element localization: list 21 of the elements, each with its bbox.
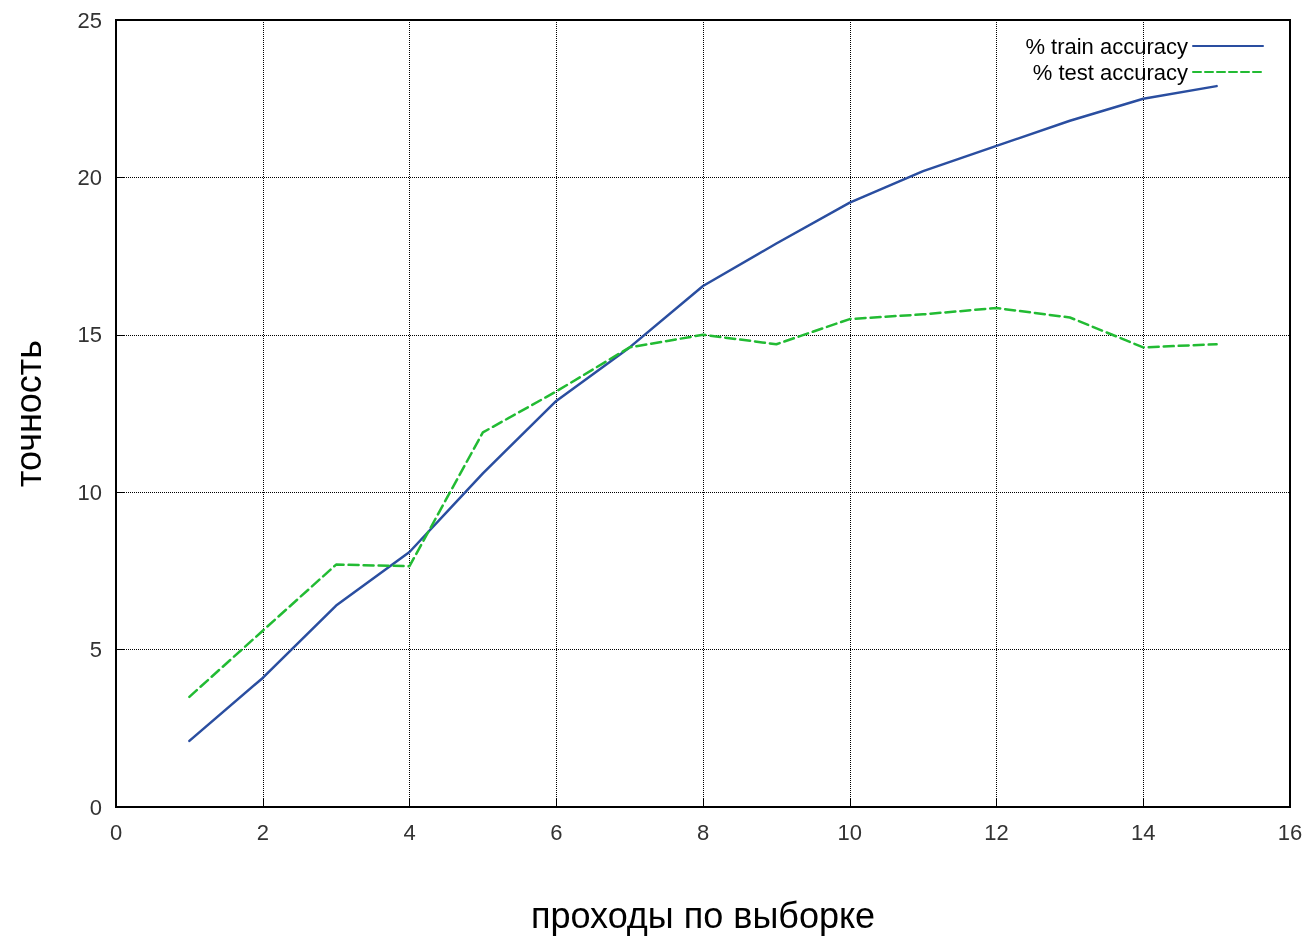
line-series (188, 306, 1218, 699)
x-tick-label: 14 (1131, 819, 1156, 845)
y-tick-label: 5 (89, 637, 102, 663)
x-tick-label: 4 (403, 819, 416, 845)
y-tick-label: 15 (77, 322, 102, 348)
x-tick-label: 2 (256, 819, 269, 845)
x-axis-title: проходы по выборке (530, 894, 876, 936)
line-series (188, 84, 1218, 743)
x-tick-label: 8 (696, 819, 710, 845)
y-tick-label: 10 (77, 479, 102, 505)
x-tick-label: 12 (984, 819, 1009, 845)
legend-label: % train accuracy (1025, 33, 1188, 59)
x-tick-label: 16 (1277, 819, 1303, 845)
y-tick-label: 20 (77, 164, 102, 190)
x-tick-label: 6 (550, 819, 563, 845)
y-axis-title: точность (7, 339, 49, 488)
y-tick-label: 0 (89, 794, 102, 820)
legend-label: % test accuracy (1032, 59, 1188, 85)
x-tick-label: 10 (837, 819, 862, 845)
x-tick-label: 0 (109, 819, 123, 845)
y-tick-label: 25 (77, 7, 102, 33)
